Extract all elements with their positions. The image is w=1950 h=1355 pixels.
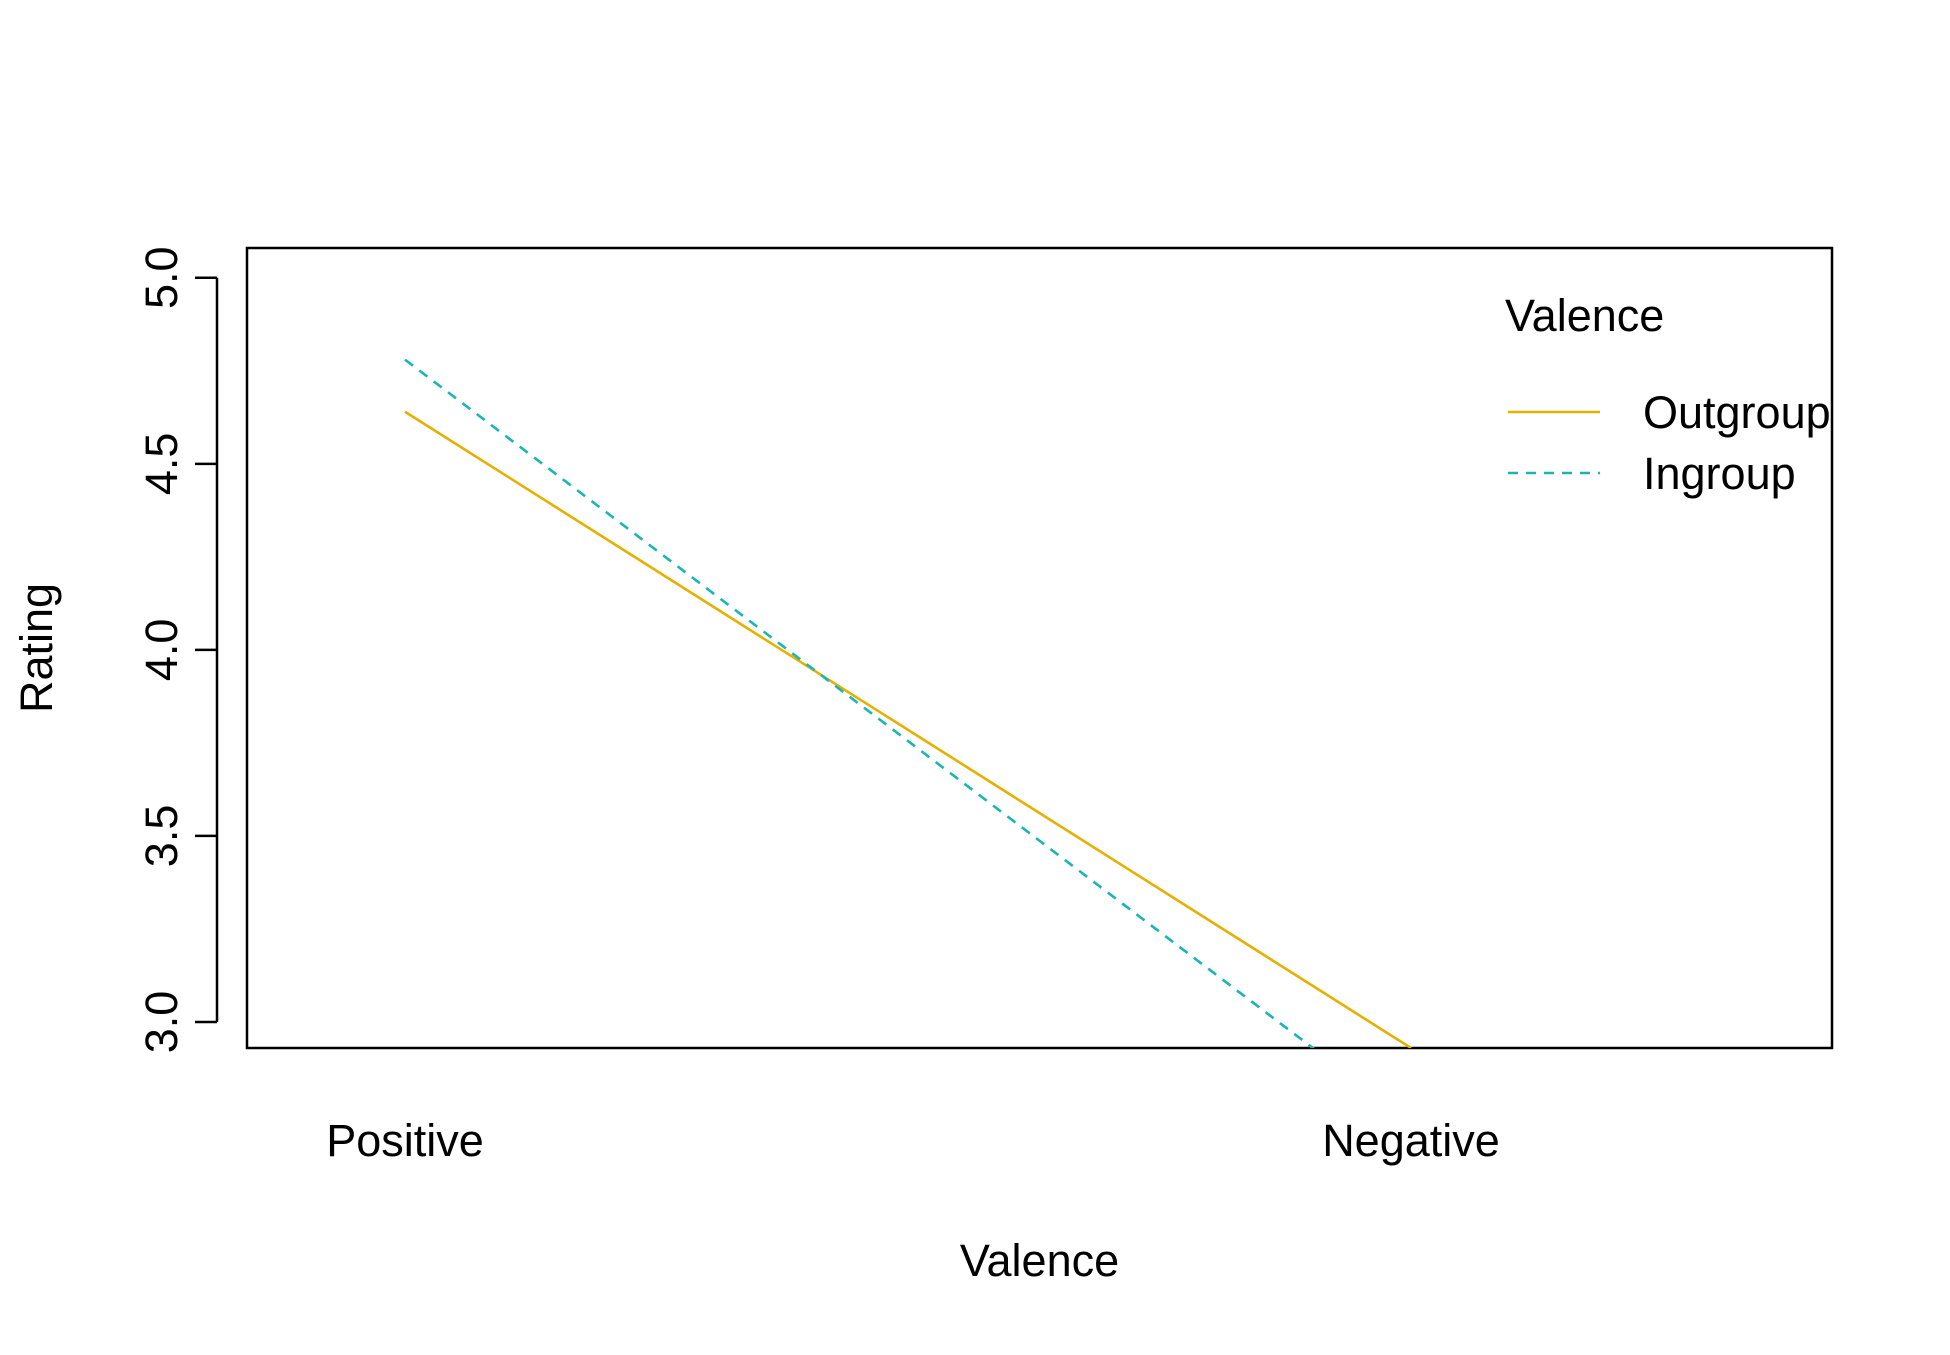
x-tick-label: Positive — [326, 1115, 484, 1166]
legend-title: Valence — [1505, 290, 1664, 341]
x-axis: Positive Negative — [326, 1115, 1500, 1166]
legend: Valence Outgroup Ingroup — [1505, 290, 1831, 499]
legend-label-ingroup: Ingroup — [1643, 448, 1796, 499]
y-axis-title: Rating — [11, 583, 62, 713]
plot-frame — [245, 246, 1834, 1050]
series-layer — [404, 358, 1412, 1048]
series-line-ingroup — [404, 358, 1316, 1048]
x-axis-title: Valence — [960, 1235, 1119, 1286]
y-tick-label: 3.0 — [136, 991, 187, 1054]
y-tick-label: 5.0 — [136, 246, 187, 309]
series-line-outgroup — [404, 410, 1412, 1048]
y-tick-label: 4.0 — [136, 619, 187, 682]
x-tick-label: Negative — [1322, 1115, 1500, 1166]
legend-label-outgroup: Outgroup — [1643, 387, 1831, 438]
y-tick-label: 3.5 — [136, 805, 187, 868]
y-tick-label: 4.5 — [136, 433, 187, 496]
y-axis: 3.0 3.5 4.0 4.5 5.0 — [136, 246, 219, 1054]
